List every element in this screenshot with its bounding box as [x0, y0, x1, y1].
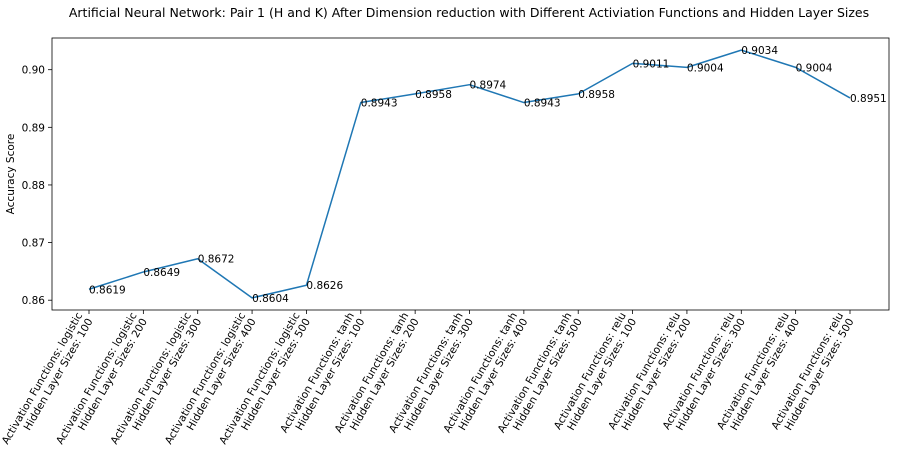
data-labels: 0.8619 0.8649 0.8672 0.8604 0.8626 0.8943 0.89…: [89, 45, 887, 305]
data-label: 0.9034: [741, 45, 778, 57]
data-label: 0.9004: [796, 62, 833, 74]
data-label: 0.9011: [633, 58, 670, 70]
data-label: 0.8619: [89, 284, 126, 296]
series-line-accuracy: [88, 49, 851, 299]
data-label: 0.8649: [143, 267, 180, 279]
data-label: 0.9004: [687, 62, 724, 74]
data-label: 0.8672: [198, 254, 235, 266]
x-axis-ticks: Activation Functions: logisticHidden Lay…: [0, 310, 857, 452]
y-tick-label: 0.89: [22, 122, 45, 134]
y-tick-label: 0.87: [22, 238, 45, 250]
data-label: 0.8974: [470, 80, 507, 92]
chart-title: Artificial Neural Network: Pair 1 (H and…: [69, 5, 869, 20]
data-label: 0.8943: [361, 98, 398, 110]
y-axis-label: Accuracy Score: [5, 134, 17, 215]
y-axis-ticks: 0.86 0.87 0.88 0.89 0.90: [22, 65, 52, 307]
data-label: 0.8958: [415, 89, 452, 101]
data-label: 0.8958: [578, 89, 615, 101]
y-tick-label: 0.86: [22, 295, 46, 307]
y-tick-label: 0.90: [22, 65, 45, 77]
data-label: 0.8626: [306, 280, 343, 292]
data-label: 0.8951: [850, 93, 887, 105]
x-tick-label: Activation Functions: logisticHidden Lay…: [0, 310, 96, 452]
y-tick-label: 0.88: [22, 180, 45, 192]
data-label: 0.8604: [252, 293, 289, 305]
data-label: 0.8943: [524, 98, 561, 110]
plot-area-frame: [51, 37, 890, 311]
